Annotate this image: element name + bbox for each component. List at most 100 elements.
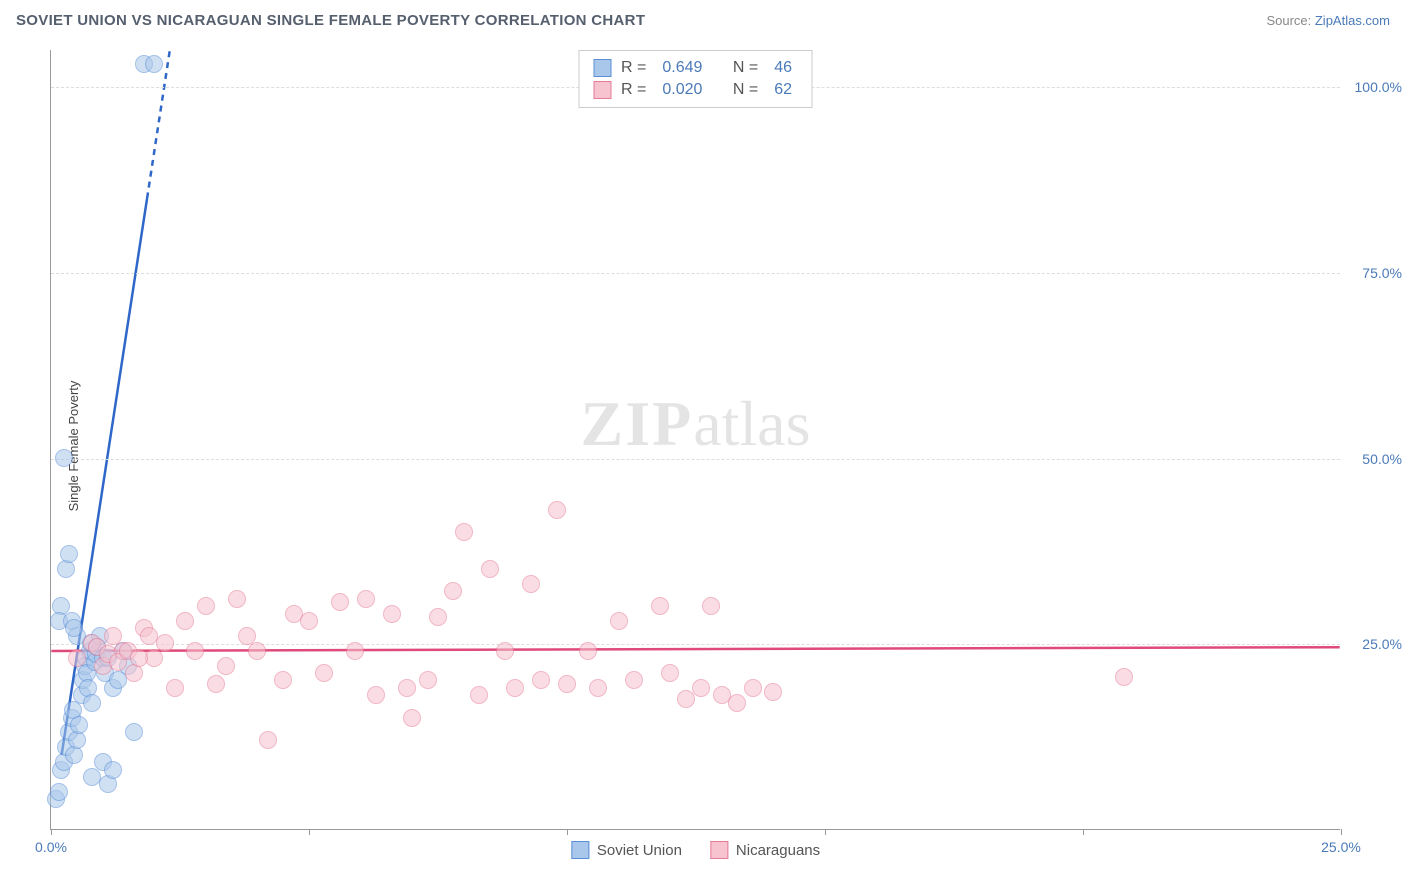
data-point: [55, 449, 73, 467]
watermark: ZIPatlas: [581, 387, 811, 461]
legend-label-nicaraguan: Nicaraguans: [736, 842, 820, 859]
data-point: [403, 709, 421, 727]
x-tick-label: 0.0%: [35, 839, 67, 855]
data-point: [145, 55, 163, 73]
n-label: N =: [733, 59, 758, 77]
source-link[interactable]: ZipAtlas.com: [1315, 13, 1390, 28]
y-tick-label: 50.0%: [1362, 451, 1402, 467]
data-point: [315, 664, 333, 682]
legend-swatch-soviet: [571, 841, 589, 859]
scatter-plot-area: ZIPatlas R = 0.649 N = 46 R = 0.020 N = …: [50, 50, 1340, 830]
data-point: [50, 783, 68, 801]
data-point: [346, 642, 364, 660]
legend-swatch-nicaraguan: [710, 841, 728, 859]
data-point: [744, 679, 762, 697]
n-value-soviet: 46: [774, 59, 792, 77]
r-label: R =: [621, 81, 646, 99]
gridline: [51, 273, 1340, 274]
data-point: [83, 694, 101, 712]
data-point: [651, 597, 669, 615]
gridline: [51, 459, 1340, 460]
data-point: [522, 575, 540, 593]
legend-item-soviet: Soviet Union: [571, 841, 682, 859]
chart-title: SOVIET UNION VS NICARAGUAN SINGLE FEMALE…: [16, 12, 645, 29]
series-legend: Soviet Union Nicaraguans: [571, 841, 820, 859]
watermark-zip: ZIP: [581, 388, 694, 459]
trend-lines-layer: [51, 50, 1340, 829]
y-tick-label: 100.0%: [1355, 79, 1402, 95]
data-point: [259, 731, 277, 749]
data-point: [130, 649, 148, 667]
watermark-atlas: atlas: [693, 388, 810, 459]
x-tick-label: 25.0%: [1321, 839, 1361, 855]
data-point: [728, 694, 746, 712]
data-point: [455, 523, 473, 541]
data-point: [625, 671, 643, 689]
data-point: [300, 612, 318, 630]
data-point: [145, 649, 163, 667]
data-point: [104, 761, 122, 779]
data-point: [481, 560, 499, 578]
data-point: [692, 679, 710, 697]
data-point: [357, 590, 375, 608]
data-point: [176, 612, 194, 630]
legend-item-nicaraguan: Nicaraguans: [710, 841, 820, 859]
data-point: [589, 679, 607, 697]
data-point: [65, 619, 83, 637]
data-point: [558, 675, 576, 693]
data-point: [367, 686, 385, 704]
x-tick: [1341, 829, 1342, 835]
data-point: [506, 679, 524, 697]
data-point: [419, 671, 437, 689]
data-point: [398, 679, 416, 697]
r-value-soviet: 0.649: [662, 59, 702, 77]
data-point: [228, 590, 246, 608]
data-point: [383, 605, 401, 623]
y-tick-label: 75.0%: [1362, 265, 1402, 281]
correlation-legend: R = 0.649 N = 46 R = 0.020 N = 62: [578, 50, 813, 108]
source-prefix: Source:: [1266, 13, 1314, 28]
data-point: [140, 627, 158, 645]
data-point: [60, 545, 78, 563]
data-point: [125, 723, 143, 741]
data-point: [677, 690, 695, 708]
data-point: [429, 608, 447, 626]
n-label: N =: [733, 81, 758, 99]
data-point: [579, 642, 597, 660]
x-tick: [51, 829, 52, 835]
data-point: [661, 664, 679, 682]
legend-row-soviet: R = 0.649 N = 46: [593, 57, 798, 79]
data-point: [610, 612, 628, 630]
data-point: [532, 671, 550, 689]
x-tick: [1083, 829, 1084, 835]
data-point: [274, 671, 292, 689]
r-value-nicaraguan: 0.020: [662, 81, 702, 99]
data-point: [156, 634, 174, 652]
data-point: [217, 657, 235, 675]
data-point: [496, 642, 514, 660]
n-value-nicaraguan: 62: [774, 81, 792, 99]
legend-label-soviet: Soviet Union: [597, 842, 682, 859]
data-point: [166, 679, 184, 697]
data-point: [331, 593, 349, 611]
legend-row-nicaraguan: R = 0.020 N = 62: [593, 79, 798, 101]
data-point: [1115, 668, 1133, 686]
data-point: [197, 597, 215, 615]
legend-swatch-nicaraguan: [593, 81, 611, 99]
source-attribution: Source: ZipAtlas.com: [1266, 13, 1390, 28]
data-point: [444, 582, 462, 600]
x-tick: [309, 829, 310, 835]
data-point: [764, 683, 782, 701]
data-point: [68, 649, 86, 667]
data-point: [248, 642, 266, 660]
legend-swatch-soviet: [593, 59, 611, 77]
y-tick-label: 25.0%: [1362, 636, 1402, 652]
data-point: [548, 501, 566, 519]
chart-header: SOVIET UNION VS NICARAGUAN SINGLE FEMALE…: [16, 12, 1390, 29]
x-tick: [825, 829, 826, 835]
data-point: [186, 642, 204, 660]
data-point: [702, 597, 720, 615]
x-tick: [567, 829, 568, 835]
r-label: R =: [621, 59, 646, 77]
data-point: [70, 716, 88, 734]
